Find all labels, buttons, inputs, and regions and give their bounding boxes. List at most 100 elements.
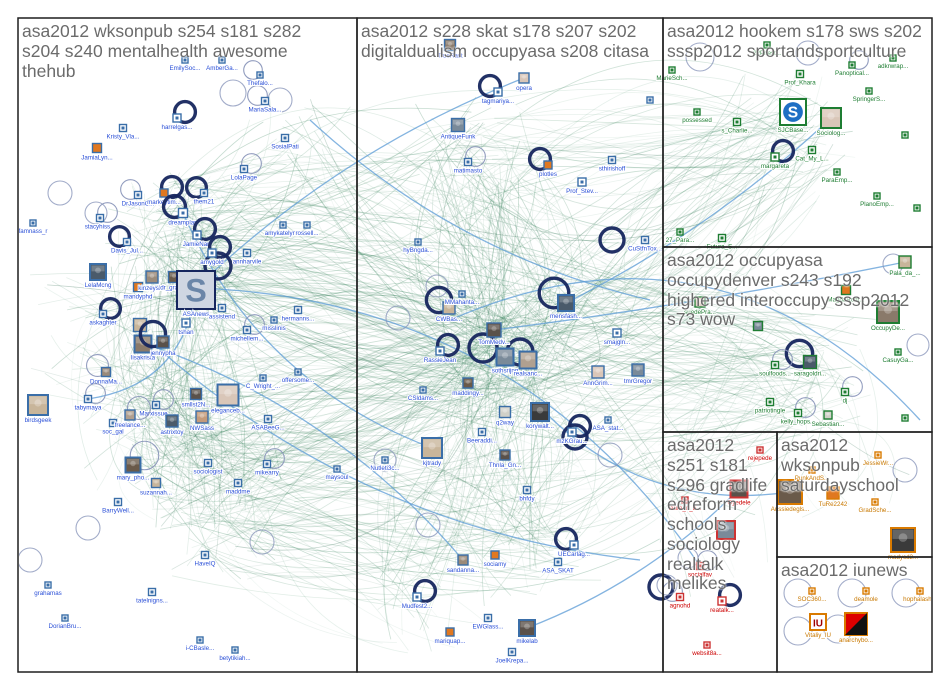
graph-node[interactable]: maysoul [324, 465, 350, 482]
graph-node[interactable]: dj [840, 376, 863, 406]
graph-node[interactable]: freelance... [114, 395, 152, 430]
graph-node[interactable]: Prof_Khara [783, 69, 817, 88]
graph-node[interactable]: GradSche... [857, 498, 893, 515]
graph-node[interactable]: rejepede [747, 446, 774, 463]
graph-node[interactable]: Sociolog... [816, 107, 847, 138]
graph-node[interactable] [646, 96, 654, 104]
graph-node[interactable]: mariquap... [434, 627, 467, 646]
graph-node[interactable]: famnass_r [19, 219, 48, 236]
graph-node[interactable]: tatelnigns... [135, 587, 169, 606]
graph-node[interactable]: mzKGrau... [555, 413, 593, 446]
graph-node[interactable]: saragoldri... [784, 338, 827, 379]
graph-node[interactable]: soc_gal [101, 418, 125, 437]
graph-node[interactable]: askaghter [88, 296, 123, 328]
graph-node[interactable]: rossell... [294, 221, 320, 238]
graph-node[interactable]: suedePra... [683, 296, 717, 317]
graph-node[interactable]: sandanna... [446, 554, 480, 575]
graph-node[interactable]: harrelgas... [161, 99, 198, 132]
graph-node[interactable]: tabymaya [74, 383, 106, 413]
graph-node[interactable]: s_Charlie... [720, 117, 754, 136]
graph-node[interactable]: EmilySoc... [169, 56, 202, 73]
graph-node[interactable]: annharvile [232, 248, 263, 267]
graph-node[interactable]: DonnaMa... [86, 353, 123, 387]
graph-node[interactable]: hermanns... [281, 305, 316, 324]
graph-node[interactable]: assistend [208, 303, 237, 322]
graph-node[interactable]: them21 [184, 175, 216, 207]
graph-node[interactable] [901, 131, 909, 139]
graph-node[interactable]: matimasto [453, 146, 486, 176]
graph-node[interactable]: plotles [527, 146, 558, 179]
graph-node[interactable]: smajgln... [603, 328, 632, 347]
graph-node[interactable]: laura_n_b... [668, 496, 703, 513]
graph-node[interactable]: CasuyGa... [882, 348, 915, 365]
graph-node[interactable]: possessed [681, 108, 713, 125]
graph-node[interactable]: ParaEmp... [821, 168, 854, 185]
graph-node[interactable]: opera [515, 72, 533, 93]
graph-node[interactable]: HaveIQ [194, 550, 217, 569]
graph-node[interactable]: mandyphd [123, 281, 154, 302]
graph-node[interactable]: TuRe2242 [818, 486, 849, 509]
graph-node[interactable]: UECarlag... [553, 526, 591, 559]
graph-node[interactable]: sothsrijng [491, 347, 520, 376]
graph-node[interactable]: S SJCBase... [777, 98, 810, 135]
graph-node[interactable]: tmrGregor [623, 363, 653, 386]
graph-node[interactable]: amykatelyn... [264, 221, 303, 238]
graph-node[interactable]: JamieNarr [182, 216, 218, 249]
graph-node[interactable]: SosialPati [270, 133, 300, 152]
graph-node[interactable]: suzannah... [139, 477, 173, 498]
graph-node[interactable]: mensfash... [537, 276, 583, 321]
graph-node[interactable] [901, 414, 909, 422]
graph-node[interactable]: NWSass [189, 410, 215, 433]
graph-node[interactable]: madycd2... [887, 527, 919, 562]
graph-node[interactable]: amygold [199, 234, 233, 267]
graph-node[interactable]: websit8a... [690, 641, 723, 658]
graph-node[interactable]: Sebastian... [811, 410, 846, 429]
graph-node[interactable]: Kristy_Vla... [105, 123, 141, 142]
graph-node[interactable]: korywalt... [525, 402, 555, 431]
graph-node[interactable]: Prof_Stev... [565, 177, 599, 196]
graph-node[interactable]: MarieSch... [655, 66, 689, 83]
graph-node[interactable]: AnnGrim... [582, 365, 614, 388]
graph-node[interactable]: misslinis [261, 316, 287, 333]
graph-node[interactable]: maddme [225, 478, 252, 497]
graph-node[interactable]: DrJasonC... [120, 179, 156, 209]
graph-node[interactable]: OccupyDe... [870, 300, 906, 333]
graph-node[interactable]: kinzeysha [137, 270, 167, 293]
graph-node[interactable]: offersome... [281, 368, 316, 385]
graph-node[interactable]: birdsgeek [24, 394, 53, 425]
graph-node[interactable]: 22Priest... [752, 41, 782, 58]
graph-node[interactable]: C_Wright_... [245, 374, 281, 391]
graph-node[interactable]: Marxissue... [138, 389, 174, 419]
graph-node[interactable]: mary_pho... [116, 440, 160, 483]
graph-node[interactable]: AntiqueFunk [440, 117, 477, 142]
graph-node[interactable]: realsanc... [513, 350, 544, 379]
graph-node[interactable]: JessieWr... [862, 451, 894, 468]
graph-node[interactable]: anarchybo... [838, 612, 874, 645]
graph-node[interactable]: tagmariya... [477, 73, 515, 106]
graph-node[interactable]: S ASAnews [176, 270, 216, 319]
graph-node[interactable]: dreamplan [161, 193, 199, 228]
graph-node[interactable]: kelly_hops... [780, 397, 816, 427]
graph-node[interactable]: hophalash... [902, 587, 937, 604]
graph-node[interactable]: eleganceb... [210, 383, 246, 416]
graph-node[interactable]: Aussiedegls... [770, 479, 811, 514]
graph-node[interactable]: sociamy [483, 550, 508, 569]
graph-node[interactable]: tshan [177, 318, 195, 337]
graph-node[interactable]: Oyedele [726, 479, 752, 508]
graph-node[interactable]: Thnla_Gn... [488, 449, 522, 470]
graph-node[interactable]: Davis_Jul... [107, 224, 144, 256]
graph-node[interactable]: AmberGa... [205, 56, 239, 73]
graph-node[interactable]: EWGlass... [472, 613, 505, 632]
graph-node[interactable]: i-CBasle... [185, 636, 216, 653]
graph-node[interactable]: soulfoods... [758, 349, 793, 379]
graph-node[interactable]: sthirishoff [598, 155, 626, 174]
graph-node[interactable]: MagdaRom... [826, 284, 866, 305]
graph-node[interactable]: TrueRast [436, 38, 464, 61]
graph-node[interactable]: TomMedv... [477, 322, 511, 347]
graph-node[interactable]: grahamas [33, 581, 63, 598]
graph-node[interactable]: adkrwrap... [877, 54, 910, 71]
graph-node[interactable]: LolaPage [230, 153, 262, 183]
graph-node[interactable]: reatalk... [709, 582, 743, 615]
graph-node[interactable]: socialfav [687, 550, 718, 580]
graph-node[interactable]: JoelKrepa... [494, 647, 530, 666]
